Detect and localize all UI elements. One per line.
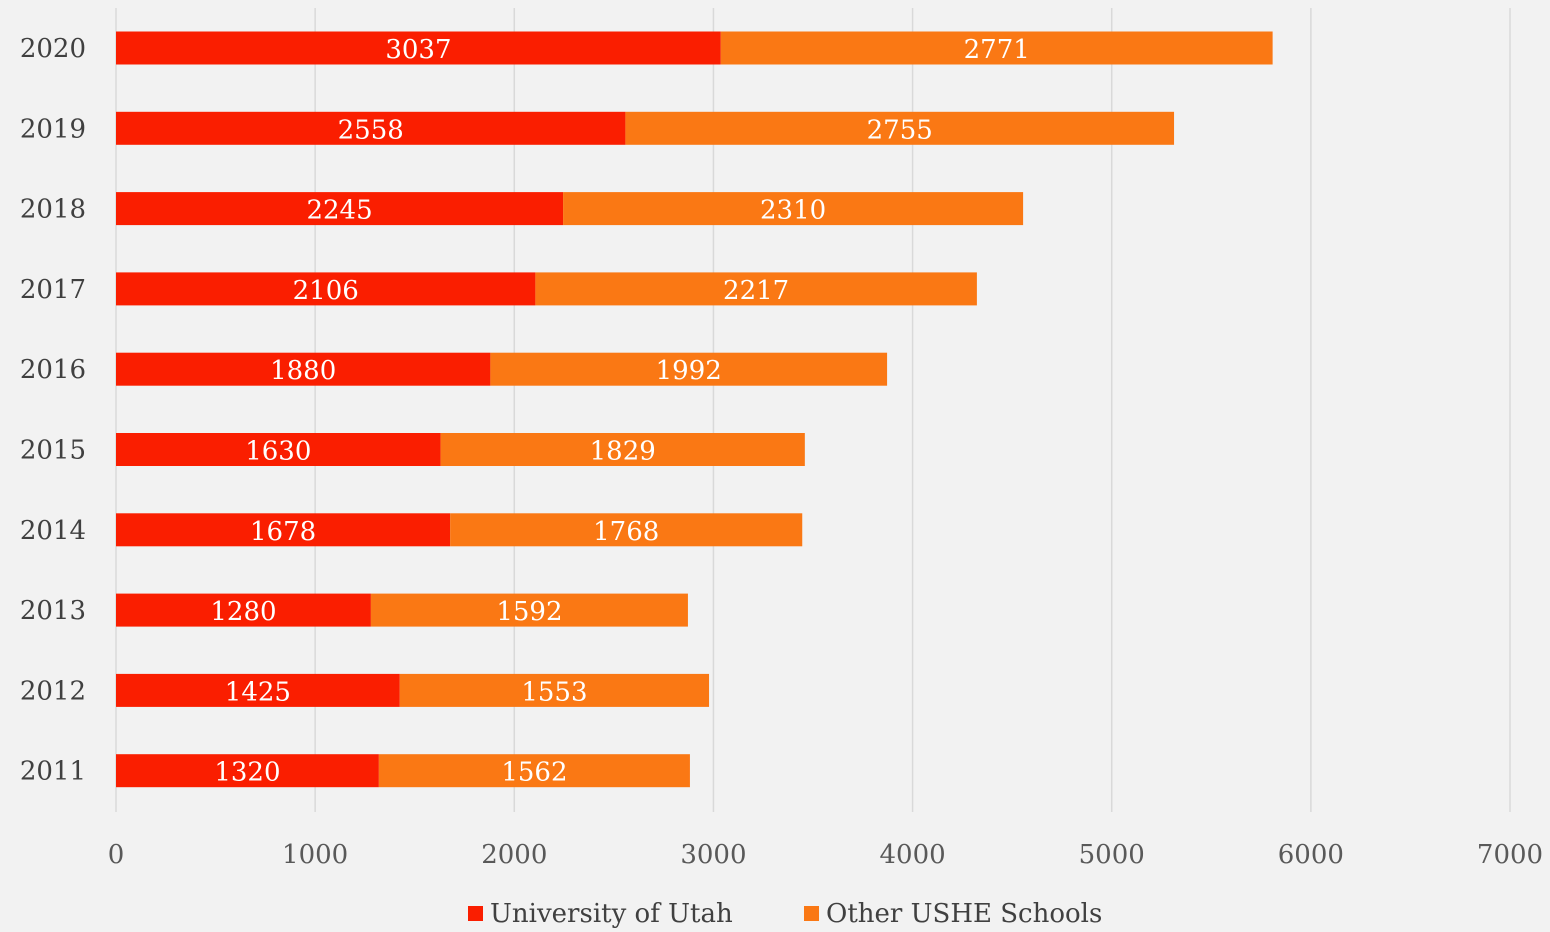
category-label: 2020: [20, 34, 86, 64]
data-label: 2106: [293, 276, 359, 306]
bar-segment[interactable]: [116, 513, 451, 547]
legend-swatch: [468, 906, 483, 921]
data-label: 1592: [496, 597, 562, 627]
legend-label: Other USHE Schools: [826, 899, 1102, 929]
bar-segment[interactable]: [116, 352, 491, 386]
category-label: 2017: [20, 275, 86, 305]
data-label: 1768: [593, 517, 659, 547]
data-label: 1562: [501, 758, 567, 788]
bar-segment[interactable]: [116, 272, 536, 306]
category-label: 2016: [20, 355, 86, 385]
category-label: 2011: [20, 757, 86, 787]
data-label: 1992: [656, 356, 722, 386]
x-tick-label: 5000: [1079, 840, 1145, 870]
data-label: 2245: [306, 196, 372, 226]
legend-item[interactable]: Other USHE Schools: [804, 899, 1102, 929]
data-label: 1880: [270, 356, 336, 386]
bar-segment[interactable]: [399, 673, 710, 707]
x-tick-label: 7000: [1477, 840, 1543, 870]
x-tick-label: 3000: [680, 840, 746, 870]
bars: [116, 31, 1273, 788]
bar-segment[interactable]: [378, 754, 690, 788]
category-label: 2014: [20, 516, 86, 546]
data-label: 1630: [245, 437, 311, 467]
bar-segment[interactable]: [116, 673, 400, 707]
data-label: 2310: [760, 196, 826, 226]
bar-segment[interactable]: [370, 593, 688, 627]
bar-segment[interactable]: [116, 754, 379, 788]
x-tick-label: 6000: [1278, 840, 1344, 870]
bar-segment[interactable]: [116, 192, 564, 226]
data-label: 2217: [723, 276, 789, 306]
bar-segment[interactable]: [720, 31, 1273, 65]
legend-label: University of Utah: [490, 899, 733, 929]
bar-segment[interactable]: [116, 593, 371, 627]
category-label: 2018: [20, 195, 86, 225]
bar-segment[interactable]: [116, 111, 626, 145]
category-label: 2012: [20, 676, 86, 706]
data-label: 1320: [214, 758, 280, 788]
data-label: 1425: [225, 677, 291, 707]
category-label: 2015: [20, 436, 86, 466]
category-label: 2013: [20, 596, 86, 626]
data-labels: 3037 2771 2558 2755 2245 2310 2106 2217 1880 1992…: [210, 35, 1029, 788]
data-label: 1829: [590, 437, 656, 467]
legend[interactable]: University of Utah Other USHE Schools: [468, 899, 1102, 929]
x-tick-label: 2000: [481, 840, 547, 870]
bar-segment[interactable]: [116, 31, 721, 65]
data-label: 1280: [210, 597, 276, 627]
x-tick-label: 4000: [879, 840, 945, 870]
value-axis: 0 1000 2000 3000 4000 5000 6000 7000: [108, 840, 1543, 870]
x-tick-label: 1000: [282, 840, 348, 870]
bar-segment[interactable]: [563, 192, 1024, 226]
bar-segment[interactable]: [490, 352, 888, 386]
bar-segment[interactable]: [450, 513, 803, 547]
bar-segment[interactable]: [116, 433, 441, 466]
data-label: 3037: [385, 35, 451, 65]
legend-item[interactable]: University of Utah: [468, 899, 733, 929]
data-label: 2755: [867, 115, 933, 145]
bar-segment[interactable]: [440, 433, 805, 466]
data-label: 1678: [250, 517, 316, 547]
category-label: 2019: [20, 114, 86, 144]
data-label: 2558: [338, 115, 404, 145]
category-axis: 2020 2019 2018 2017 2016 2015 2014 2013 2012 2011: [20, 34, 86, 787]
bar-segment[interactable]: [625, 111, 1175, 145]
data-label: 1553: [521, 677, 587, 707]
data-label: 2771: [964, 35, 1030, 65]
bar-segment[interactable]: [535, 272, 977, 306]
legend-swatch: [804, 906, 819, 921]
x-tick-label: 0: [108, 840, 125, 870]
